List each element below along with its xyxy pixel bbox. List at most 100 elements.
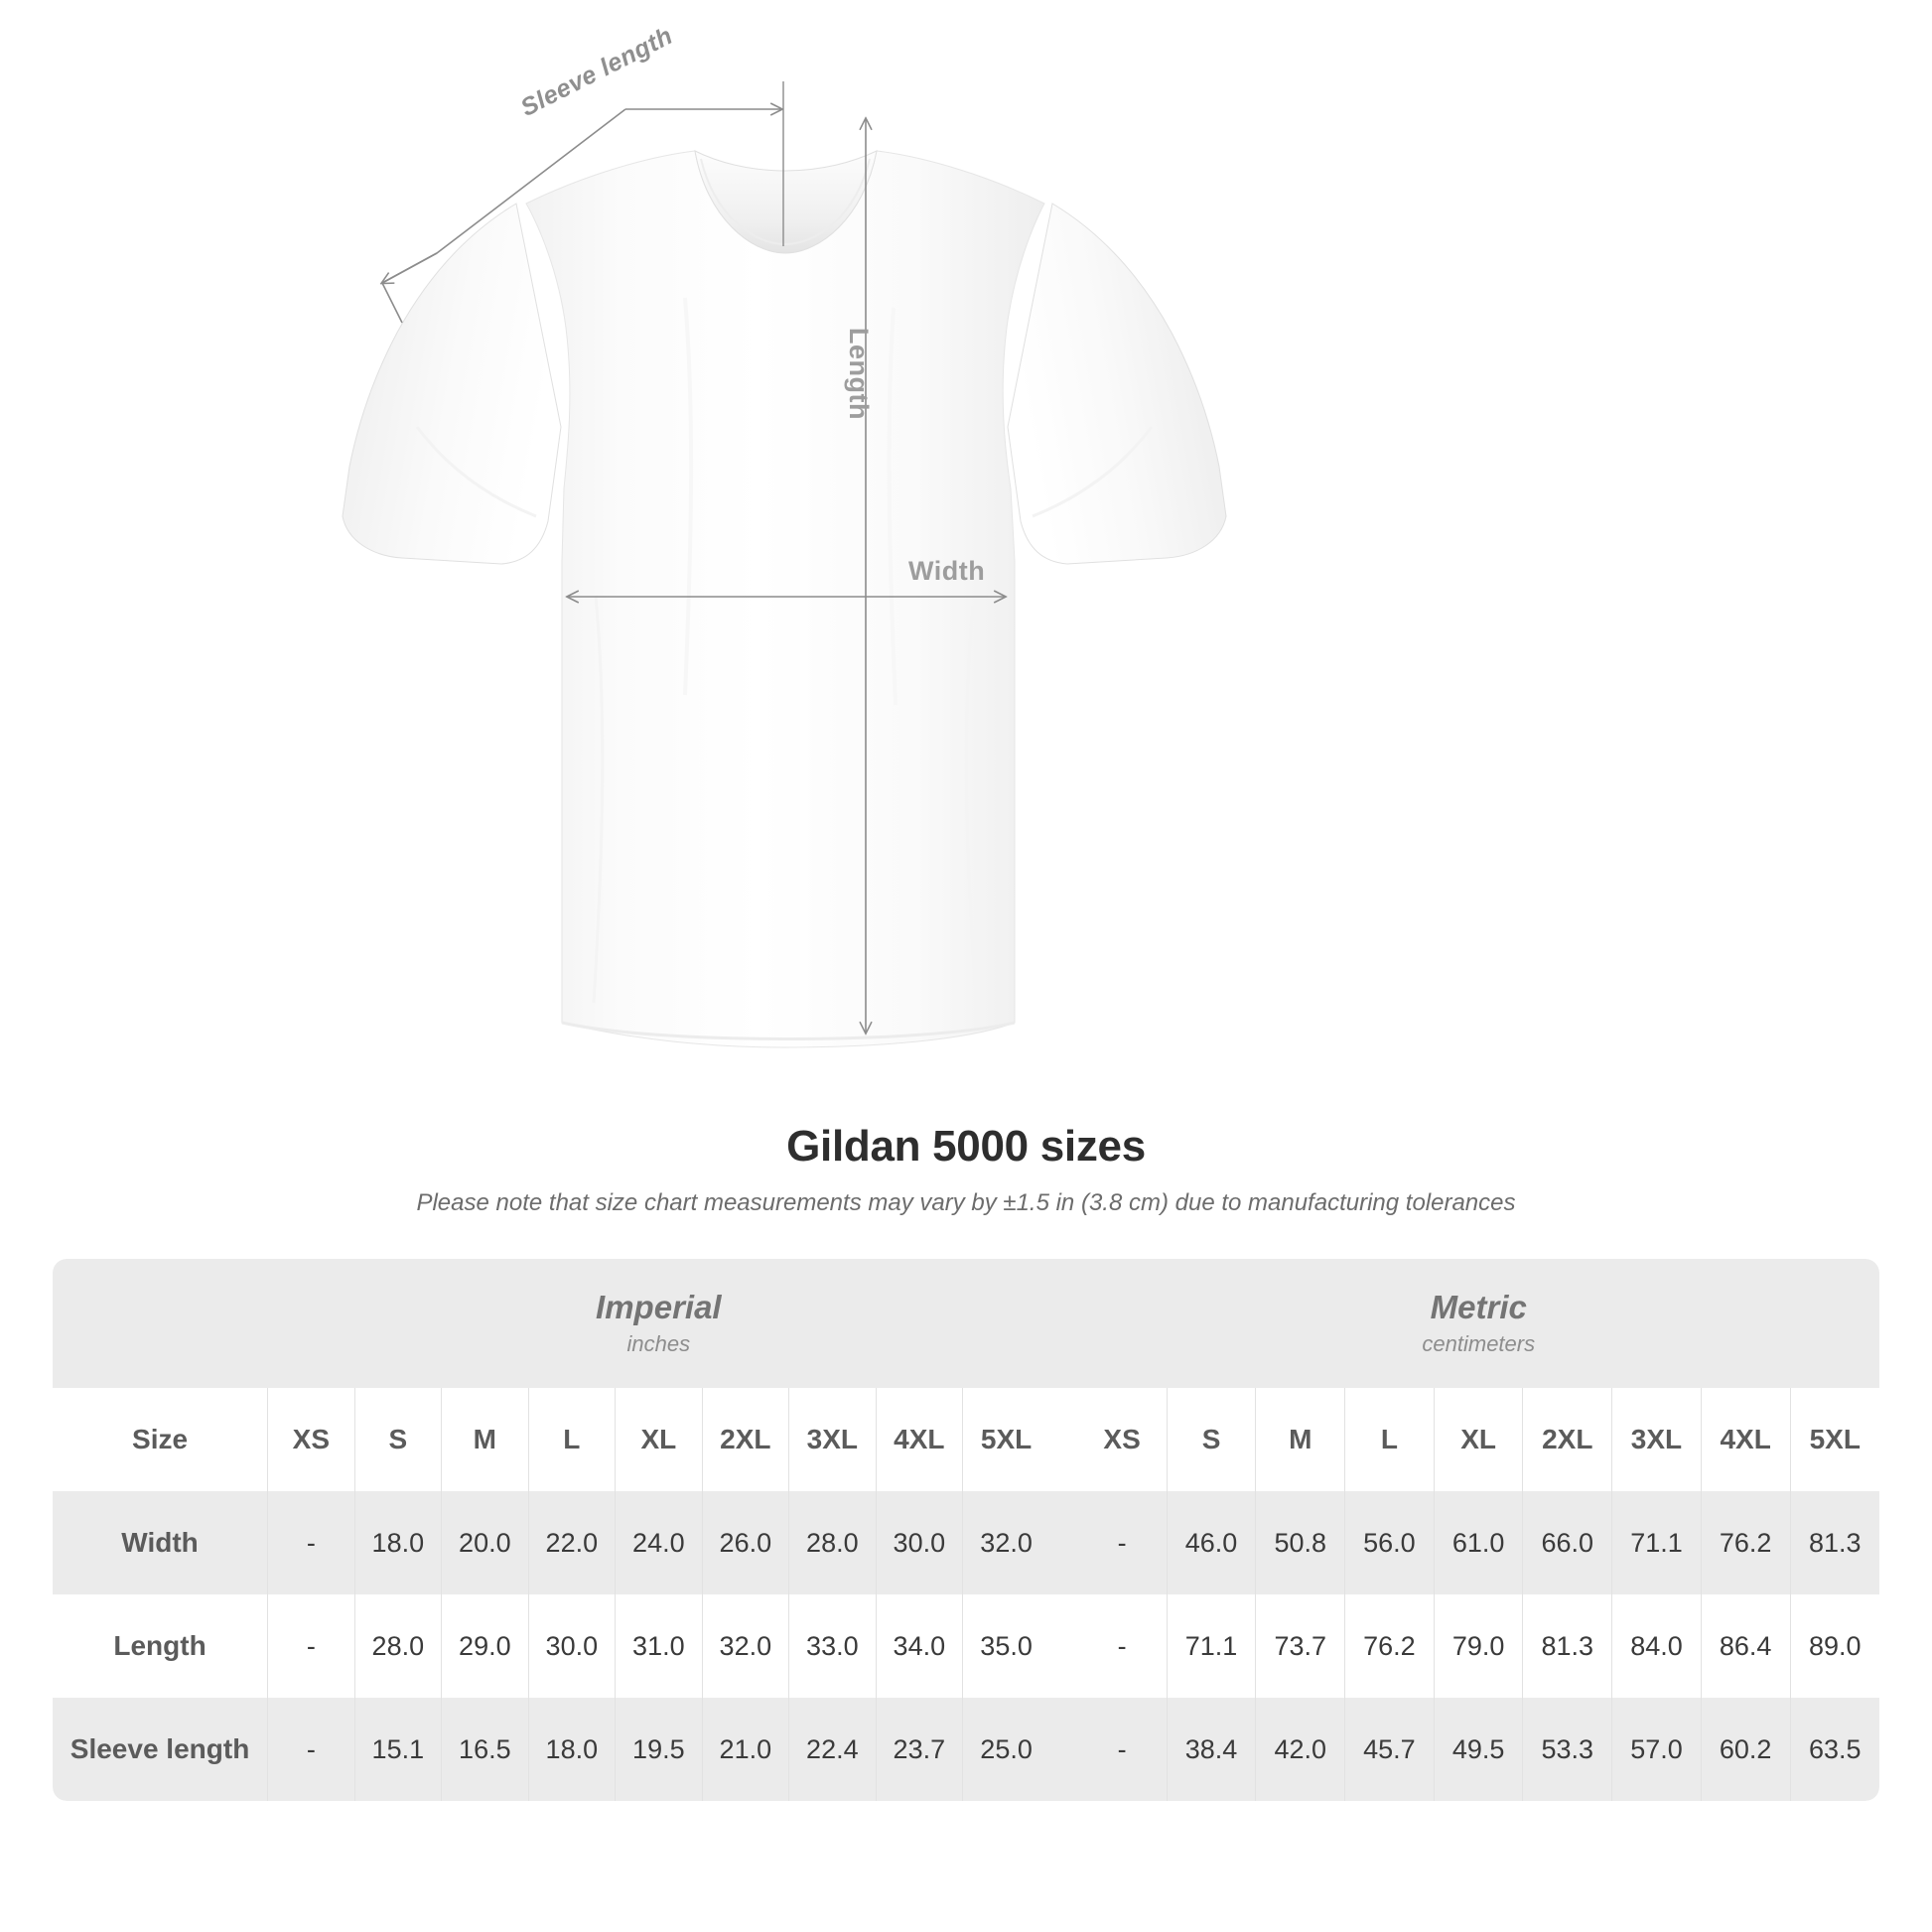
cell-length-imp-2: 29.0 xyxy=(441,1594,529,1698)
tshirt-measurement-diagram: Sleeve length Length Width xyxy=(342,21,1227,1048)
cell-sleeve-imp-3: 18.0 xyxy=(527,1698,616,1801)
cell-length-met-1: 71.1 xyxy=(1166,1594,1256,1698)
table-row: Length - 28.0 29.0 30.0 31.0 32.0 33.0 3… xyxy=(53,1594,1879,1698)
size-header-met-1: S xyxy=(1166,1388,1256,1491)
cell-sleeve-met-7: 60.2 xyxy=(1700,1698,1791,1801)
size-header-imp-6: 3XL xyxy=(788,1388,877,1491)
cell-width-met-7: 76.2 xyxy=(1700,1491,1791,1594)
cell-length-met-5: 81.3 xyxy=(1522,1594,1612,1698)
size-header-imp-5: 2XL xyxy=(701,1388,789,1491)
size-header-met-8: 5XL xyxy=(1789,1388,1879,1491)
size-header-imp-2: M xyxy=(441,1388,529,1491)
size-chart-table-wrap: Imperial inches Metric centimeters Size … xyxy=(53,1259,1879,1801)
cell-length-met-2: 73.7 xyxy=(1255,1594,1345,1698)
tshirt-illustration xyxy=(342,81,1227,1048)
page-title: Gildan 5000 sizes xyxy=(786,1122,1146,1171)
cell-sleeve-imp-2: 16.5 xyxy=(441,1698,529,1801)
cell-width-imp-4: 24.0 xyxy=(615,1491,703,1594)
cell-length-imp-8: 35.0 xyxy=(962,1594,1050,1698)
cell-sleeve-met-5: 53.3 xyxy=(1522,1698,1612,1801)
cell-width-imp-0: - xyxy=(267,1491,355,1594)
cell-length-imp-0: - xyxy=(267,1594,355,1698)
cell-sleeve-imp-4: 19.5 xyxy=(615,1698,703,1801)
cell-length-imp-3: 30.0 xyxy=(527,1594,616,1698)
unit-name-metric: Metric xyxy=(1430,1288,1527,1325)
cell-sleeve-met-2: 42.0 xyxy=(1255,1698,1345,1801)
size-header-imp-1: S xyxy=(353,1388,442,1491)
size-header-imp-0: XS xyxy=(267,1388,355,1491)
cell-sleeve-imp-5: 21.0 xyxy=(701,1698,789,1801)
cell-width-met-0: - xyxy=(1077,1491,1168,1594)
cell-sleeve-imp-8: 25.0 xyxy=(962,1698,1050,1801)
cell-width-imp-2: 20.0 xyxy=(441,1491,529,1594)
cell-sleeve-met-0: - xyxy=(1077,1698,1168,1801)
chart-title-block: Gildan 5000 sizes Please note that size … xyxy=(0,1122,1932,1217)
cell-sleeve-met-4: 49.5 xyxy=(1433,1698,1523,1801)
page-subtitle: Please note that size chart measurements… xyxy=(416,1189,1516,1216)
cell-width-met-3: 56.0 xyxy=(1344,1491,1435,1594)
column-group-spacer xyxy=(1049,1594,1078,1698)
cell-width-met-6: 71.1 xyxy=(1611,1491,1702,1594)
unit-sub-imperial: inches xyxy=(626,1331,691,1357)
size-header-met-2: M xyxy=(1255,1388,1345,1491)
table-row: Sleeve length - 15.1 16.5 18.0 19.5 21.0… xyxy=(53,1698,1879,1801)
size-header-imp-3: L xyxy=(527,1388,616,1491)
cell-length-imp-4: 31.0 xyxy=(615,1594,703,1698)
cell-length-met-3: 76.2 xyxy=(1344,1594,1435,1698)
cell-width-met-2: 50.8 xyxy=(1255,1491,1345,1594)
cell-length-met-4: 79.0 xyxy=(1433,1594,1523,1698)
cell-length-imp-6: 33.0 xyxy=(788,1594,877,1698)
cell-width-met-1: 46.0 xyxy=(1166,1491,1256,1594)
cell-length-imp-7: 34.0 xyxy=(875,1594,963,1698)
width-dimension-label: Width xyxy=(908,556,986,586)
cell-width-imp-7: 30.0 xyxy=(875,1491,963,1594)
size-header-imp-7: 4XL xyxy=(875,1388,963,1491)
cell-sleeve-imp-7: 23.7 xyxy=(875,1698,963,1801)
cell-sleeve-imp-1: 15.1 xyxy=(353,1698,442,1801)
size-header-imp-4: XL xyxy=(615,1388,703,1491)
size-header-met-5: 2XL xyxy=(1522,1388,1612,1491)
cell-width-met-5: 66.0 xyxy=(1522,1491,1612,1594)
cell-length-met-8: 89.0 xyxy=(1789,1594,1879,1698)
column-group-spacer xyxy=(1049,1491,1078,1594)
cell-width-met-8: 81.3 xyxy=(1789,1491,1879,1594)
cell-width-imp-5: 26.0 xyxy=(701,1491,789,1594)
size-header-met-0: XS xyxy=(1077,1388,1168,1491)
unit-sub-metric: centimeters xyxy=(1422,1331,1536,1357)
size-header-met-3: L xyxy=(1344,1388,1435,1491)
row-label-length: Length xyxy=(53,1594,268,1698)
size-header-imp-8: 5XL xyxy=(962,1388,1050,1491)
cell-length-imp-5: 32.0 xyxy=(701,1594,789,1698)
cell-sleeve-imp-0: - xyxy=(267,1698,355,1801)
unit-cell-imperial: Imperial inches xyxy=(267,1259,1050,1388)
column-group-spacer xyxy=(1049,1388,1078,1491)
size-header-row: Size XS S M L XL 2XL 3XL 4XL 5XL XS S M … xyxy=(53,1388,1879,1491)
measurement-lines xyxy=(382,81,1005,1033)
cell-width-imp-6: 28.0 xyxy=(788,1491,877,1594)
row-label-width: Width xyxy=(53,1491,268,1594)
length-dimension-label: Length xyxy=(844,328,874,420)
tshirt-shape xyxy=(342,150,1227,1048)
size-header-met-6: 3XL xyxy=(1611,1388,1702,1491)
cell-sleeve-met-6: 57.0 xyxy=(1611,1698,1702,1801)
cell-length-imp-1: 28.0 xyxy=(353,1594,442,1698)
cell-length-met-7: 86.4 xyxy=(1700,1594,1791,1698)
cell-sleeve-imp-6: 22.4 xyxy=(788,1698,877,1801)
unit-header-row: Imperial inches Metric centimeters xyxy=(53,1259,1879,1388)
cell-width-imp-1: 18.0 xyxy=(353,1491,442,1594)
size-label-cell: Size xyxy=(53,1388,268,1491)
size-header-met-4: XL xyxy=(1433,1388,1523,1491)
cell-width-met-4: 61.0 xyxy=(1433,1491,1523,1594)
cell-sleeve-met-1: 38.4 xyxy=(1166,1698,1256,1801)
unit-spacer-cell xyxy=(1049,1259,1078,1388)
cell-width-imp-3: 22.0 xyxy=(527,1491,616,1594)
size-header-met-7: 4XL xyxy=(1700,1388,1791,1491)
table-row: Width - 18.0 20.0 22.0 24.0 26.0 28.0 30… xyxy=(53,1491,1879,1594)
cell-length-met-6: 84.0 xyxy=(1611,1594,1702,1698)
column-group-spacer xyxy=(1049,1698,1078,1801)
cell-sleeve-met-8: 63.5 xyxy=(1789,1698,1879,1801)
unit-corner-cell xyxy=(53,1259,268,1388)
unit-name-imperial: Imperial xyxy=(596,1288,722,1325)
row-label-sleeve-length: Sleeve length xyxy=(53,1698,268,1801)
unit-cell-metric: Metric centimeters xyxy=(1077,1259,1879,1388)
